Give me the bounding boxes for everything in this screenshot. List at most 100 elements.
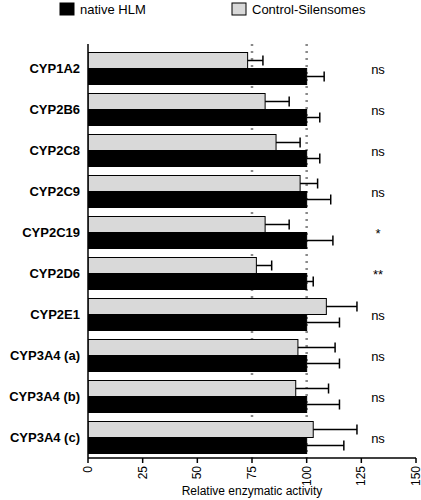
error-bar bbox=[307, 359, 340, 369]
error-bar bbox=[296, 384, 329, 394]
error-line bbox=[307, 445, 344, 447]
bar bbox=[88, 381, 296, 397]
error-cap bbox=[339, 400, 341, 410]
x-axis-label: Relative enzymatic activity bbox=[182, 484, 323, 498]
bar bbox=[88, 340, 298, 356]
bar bbox=[88, 315, 307, 331]
error-cap bbox=[330, 195, 332, 205]
bar bbox=[88, 217, 265, 233]
error-cap bbox=[299, 138, 301, 148]
bar bbox=[88, 151, 307, 167]
x-tick-label: 50 bbox=[190, 466, 204, 480]
error-bar bbox=[307, 195, 331, 205]
bar bbox=[88, 176, 300, 192]
bar bbox=[88, 397, 307, 413]
error-line bbox=[300, 183, 317, 185]
bar bbox=[88, 69, 307, 85]
error-line bbox=[256, 265, 271, 267]
error-bar bbox=[307, 318, 340, 328]
legend-entry: Control-Silensomes bbox=[232, 2, 366, 17]
significance-label: ns bbox=[371, 390, 385, 405]
error-line bbox=[276, 142, 300, 144]
error-line bbox=[307, 199, 331, 201]
bar bbox=[88, 299, 326, 315]
error-line bbox=[307, 322, 340, 324]
bar bbox=[88, 422, 313, 438]
x-tick bbox=[197, 458, 199, 463]
x-tick-label: 150 bbox=[409, 466, 421, 486]
error-bar bbox=[307, 400, 340, 410]
error-cap bbox=[288, 97, 290, 107]
error-line bbox=[265, 224, 289, 226]
x-tick-label: 0 bbox=[81, 466, 95, 473]
error-bar bbox=[307, 277, 314, 287]
bar bbox=[88, 356, 307, 372]
error-line bbox=[307, 363, 340, 365]
error-cap bbox=[319, 154, 321, 164]
significance-label: ns bbox=[371, 62, 385, 77]
error-line bbox=[313, 429, 357, 431]
category-label: CYP3A4 (b) bbox=[9, 389, 80, 404]
error-line bbox=[307, 281, 314, 283]
significance-label: ns bbox=[371, 144, 385, 159]
chart: native HLMControl-SilensomesCYP1A2nsCYP2… bbox=[0, 0, 421, 500]
error-cap bbox=[339, 318, 341, 328]
significance-label: ns bbox=[371, 308, 385, 323]
bar bbox=[88, 94, 265, 110]
error-bar bbox=[307, 236, 333, 246]
error-cap bbox=[323, 72, 325, 82]
error-bar bbox=[248, 56, 263, 66]
x-tick bbox=[142, 458, 144, 463]
error-cap bbox=[271, 261, 273, 271]
error-bar bbox=[307, 72, 324, 82]
bar bbox=[88, 438, 307, 454]
legend-entry: native HLM bbox=[60, 2, 146, 17]
error-line bbox=[307, 117, 320, 119]
plot-area bbox=[88, 44, 357, 458]
error-line bbox=[307, 76, 324, 78]
error-line bbox=[326, 306, 357, 308]
significance-label: ns bbox=[371, 349, 385, 364]
error-cap bbox=[288, 220, 290, 230]
error-cap bbox=[262, 56, 264, 66]
error-cap bbox=[356, 425, 358, 435]
category-label: CYP2B6 bbox=[29, 102, 80, 117]
error-bar bbox=[298, 343, 335, 353]
significance-label: ns bbox=[371, 431, 385, 446]
bar bbox=[88, 274, 307, 290]
legend-label: Control-Silensomes bbox=[252, 2, 366, 17]
error-line bbox=[307, 240, 333, 242]
error-cap bbox=[334, 343, 336, 353]
y-axis bbox=[87, 44, 89, 458]
error-bar bbox=[307, 113, 320, 123]
error-cap bbox=[339, 359, 341, 369]
bar bbox=[88, 135, 276, 151]
error-cap bbox=[312, 277, 314, 287]
x-tick-label: 75 bbox=[245, 466, 259, 480]
error-bar bbox=[313, 425, 357, 435]
error-bar bbox=[307, 154, 320, 164]
x-tick bbox=[87, 458, 89, 463]
category-label: CYP2C8 bbox=[29, 143, 80, 158]
error-line bbox=[265, 101, 289, 103]
error-line bbox=[298, 347, 335, 349]
category-label: CYP3A4 (c) bbox=[10, 430, 80, 445]
error-line bbox=[248, 60, 263, 62]
x-tick bbox=[415, 458, 417, 463]
error-bar bbox=[300, 179, 317, 189]
error-bar bbox=[265, 220, 289, 230]
bar bbox=[88, 192, 307, 208]
error-line bbox=[296, 388, 329, 390]
reference-line bbox=[305, 44, 308, 458]
error-cap bbox=[343, 441, 345, 451]
error-cap bbox=[319, 113, 321, 123]
x-tick bbox=[251, 458, 253, 463]
error-bar bbox=[276, 138, 300, 148]
x-tick-label: 125 bbox=[354, 466, 368, 486]
bar bbox=[88, 258, 256, 274]
x-tick bbox=[361, 458, 363, 463]
error-bar bbox=[326, 302, 357, 312]
x-tick bbox=[306, 458, 308, 463]
legend-swatch bbox=[232, 3, 246, 15]
bar bbox=[88, 110, 307, 126]
